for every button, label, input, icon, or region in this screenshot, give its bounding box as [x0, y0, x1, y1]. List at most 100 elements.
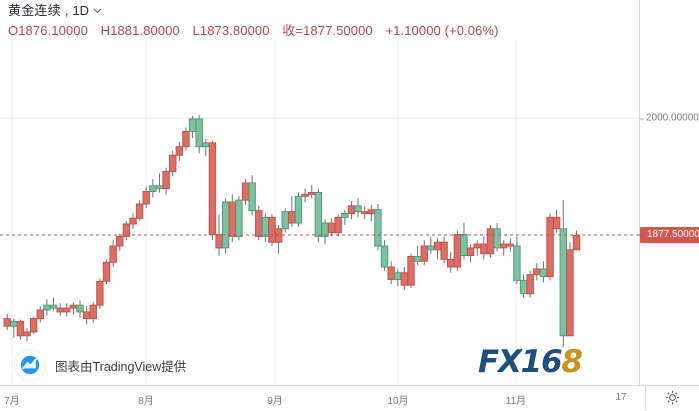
candle-body [559, 228, 567, 337]
candle-body [526, 274, 534, 295]
fx168-watermark: FX168 [478, 344, 583, 380]
open-value: 1876.10000 [18, 23, 88, 38]
candle-body [43, 304, 51, 311]
time-tick: 8月 [138, 396, 154, 407]
candle-body [89, 304, 97, 320]
candle-body [202, 142, 210, 148]
candle-body [347, 205, 356, 215]
candle-body [122, 223, 131, 237]
candle-body [215, 234, 223, 249]
open-label: O [8, 23, 19, 38]
candle-body [149, 185, 157, 193]
candle-body [221, 201, 230, 249]
interval-label[interactable]: 1D [72, 3, 90, 18]
candle-body [109, 245, 117, 263]
high-label: H [100, 23, 111, 38]
time-tick: 7月 [4, 396, 20, 407]
candle-body [235, 199, 243, 237]
candle-body [466, 247, 475, 257]
candle-body [142, 191, 150, 205]
candle-body [473, 243, 481, 249]
candle-body [354, 205, 362, 213]
candle-body [29, 318, 38, 333]
candle-body [76, 304, 84, 313]
candle-body [261, 216, 270, 237]
price-plot[interactable] [0, 40, 639, 385]
candle-body [281, 211, 289, 230]
candle-body [16, 320, 25, 337]
low-label: L [192, 23, 200, 38]
candle-body [552, 216, 561, 230]
candle-body [500, 243, 508, 249]
candle-body [241, 182, 250, 201]
close-value: 1877.50000 [303, 23, 373, 38]
candle-body [566, 249, 574, 337]
candle-body [400, 272, 409, 286]
candle-body [175, 146, 184, 156]
low-value: 1873.80000 [199, 23, 270, 38]
candle-body [334, 216, 342, 234]
candle-body [3, 318, 11, 327]
candle-body [116, 235, 124, 247]
candle-body [480, 243, 488, 255]
close-label: 收= [282, 23, 304, 38]
candle-body [82, 311, 91, 320]
time-tick: 17 [615, 392, 627, 403]
price-tick: 2000.00000 [640, 113, 699, 124]
change-value: +1.10000 [385, 23, 441, 38]
candle-body [493, 228, 501, 249]
candle-body [294, 195, 303, 224]
candle-body [182, 130, 190, 148]
candle-body [135, 203, 144, 219]
candle-body [208, 142, 217, 236]
symbol-comma: , [64, 3, 69, 18]
candle-body [248, 182, 256, 212]
candle-body [301, 193, 309, 197]
change-percent: (+0.06%) [444, 23, 499, 38]
symbol-name[interactable]: 黄金连续 [8, 3, 61, 18]
chart-header: 黄金连续, 1D O1876.10000 H1881.80000 L1873.8… [8, 2, 648, 40]
candle-body [374, 209, 382, 247]
candle-body [427, 245, 435, 251]
candle-body [49, 304, 58, 309]
candle-body [546, 216, 554, 278]
price-scale[interactable]: 2000.00000 1877.50000 [639, 0, 699, 385]
candle-body [321, 222, 329, 237]
symbol-row[interactable]: 黄金连续, 1D [8, 2, 648, 20]
candle-body [380, 245, 389, 268]
candle-body [102, 261, 111, 282]
time-scale[interactable]: 7月 8月 9月 10月 11月 17 [0, 385, 699, 410]
candle-body [169, 154, 177, 172]
candle-body [228, 201, 236, 237]
candle-body [453, 234, 462, 268]
candle-body [327, 222, 336, 234]
candle-body [433, 241, 442, 251]
candle-body [288, 211, 296, 224]
candle-body [36, 309, 44, 320]
candle-body [513, 245, 521, 281]
ohlc-legend: O1876.10000 H1881.80000 L1873.80000 收=18… [8, 21, 648, 40]
candle-body [572, 234, 581, 251]
candle-body [314, 192, 323, 237]
fx168-text-accent: 8 [561, 344, 583, 380]
candle-body [486, 228, 495, 255]
candle-body [308, 192, 316, 195]
candle-body [360, 211, 369, 215]
gear-icon[interactable] [664, 389, 681, 406]
candle-body [69, 304, 78, 309]
candle-body [195, 118, 203, 148]
candle-body [533, 268, 541, 276]
candle-body [447, 258, 455, 268]
candle-body [23, 331, 31, 337]
time-tick: 11月 [505, 396, 527, 407]
time-tick: 10月 [387, 396, 409, 407]
tradingview-attribution: 图表由TradingView提供 [14, 349, 186, 381]
candle-body [155, 185, 164, 190]
candle-body [255, 210, 263, 237]
candle-body [96, 280, 104, 306]
chevron-down-icon[interactable] [93, 6, 102, 15]
candle-body [367, 209, 376, 215]
candle-body [413, 255, 422, 262]
candle-body [539, 268, 548, 278]
fx168-text-main: FX16 [478, 344, 563, 380]
